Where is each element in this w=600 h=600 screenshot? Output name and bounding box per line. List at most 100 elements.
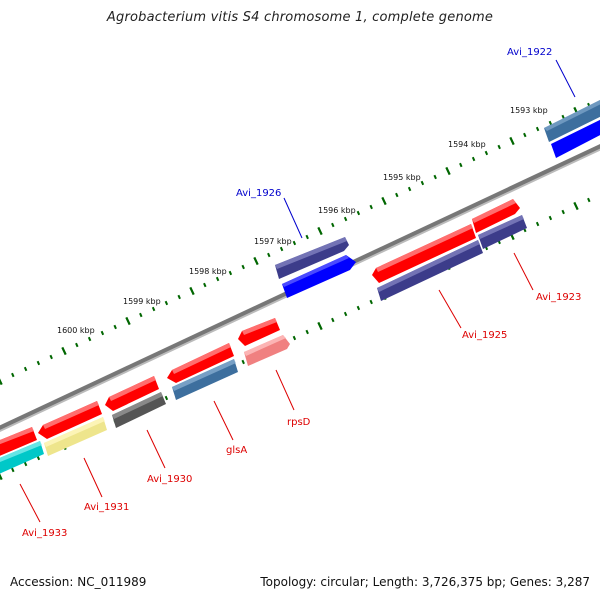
scale-tick xyxy=(497,144,501,150)
gene-label-avi-1933: Avi_1933 xyxy=(22,528,67,539)
gene-label-glsa: glsA xyxy=(226,445,247,456)
gene-label-avi-1930: Avi_1930 xyxy=(147,474,192,485)
gene-avi-1930[interactable] xyxy=(112,392,166,428)
scale-tick xyxy=(164,395,169,401)
scale-tick xyxy=(573,201,579,211)
scale-tick xyxy=(369,299,373,305)
scale-tick xyxy=(61,346,67,356)
scale-tick xyxy=(420,180,425,186)
scale-tick xyxy=(49,354,53,360)
scale-tick xyxy=(356,210,361,216)
gene-label-avi-1925: Avi_1925 xyxy=(462,330,507,341)
genome-summary-text: Topology: circular; Length: 3,726,375 bp… xyxy=(260,575,590,589)
scale-tick xyxy=(535,126,540,132)
gene-labels: Avi_1922 Avi_1926 Avi_1923 Avi_1925 rpsD… xyxy=(22,47,581,539)
label-leaders xyxy=(19,59,576,523)
scale-tick xyxy=(331,222,335,228)
scale-tick xyxy=(253,256,259,266)
scale-tick xyxy=(548,215,553,221)
gene-label-avi-1922: Avi_1922 xyxy=(507,47,552,58)
scale-labels: 1593 kbp 1594 kbp 1595 kbp 1596 kbp 1597… xyxy=(57,106,548,335)
scale-tick xyxy=(317,226,323,236)
scale-tick xyxy=(523,132,527,138)
scale-tick xyxy=(305,329,309,335)
scale-tick xyxy=(75,342,79,348)
gene-avi-1925[interactable] xyxy=(377,240,483,301)
gene-features xyxy=(0,100,600,478)
gene-rpsd[interactable] xyxy=(244,335,290,366)
scale-label: 1593 kbp xyxy=(510,106,548,115)
scale-label: 1594 kbp xyxy=(448,140,486,149)
accession-text: Accession: NC_011989 xyxy=(10,575,147,589)
scale-tick xyxy=(331,317,335,323)
gene-avi-1933-red[interactable] xyxy=(0,427,37,460)
scale-label: 1599 kbp xyxy=(123,297,161,306)
scale-tick xyxy=(433,174,437,180)
gene-label-avi-1931: Avi_1931 xyxy=(84,502,129,513)
scale-tick xyxy=(305,234,309,240)
scale-tick xyxy=(381,196,387,206)
scale-tick xyxy=(317,321,323,331)
scale-tick xyxy=(11,372,15,378)
scale-tick xyxy=(151,306,156,312)
scale-label: 1597 kbp xyxy=(254,237,292,246)
scale-tick xyxy=(36,455,41,461)
scale-tick xyxy=(535,221,540,227)
gene-avi-1923-red[interactable] xyxy=(472,199,520,233)
gene-label-rpsd: rpsD xyxy=(287,417,311,428)
scale-tick xyxy=(369,204,373,210)
scale-tick xyxy=(177,294,181,300)
outer-scale-ticks xyxy=(0,102,591,386)
scale-tick xyxy=(228,270,233,276)
scale-tick xyxy=(241,264,245,270)
scale-tick xyxy=(356,305,361,311)
scale-tick xyxy=(125,316,131,326)
scale-tick xyxy=(11,467,15,473)
scale-tick xyxy=(548,120,553,126)
scale-tick xyxy=(445,166,451,176)
scale-tick xyxy=(279,246,284,252)
scale-tick xyxy=(164,300,169,306)
scale-tick xyxy=(459,162,463,168)
scale-tick xyxy=(471,156,476,162)
scale-label: 1595 kbp xyxy=(383,173,421,182)
scale-tick xyxy=(509,136,515,146)
scale-tick xyxy=(292,240,297,246)
scale-tick xyxy=(23,366,28,372)
scale-tick xyxy=(100,330,105,336)
gene-blue-1922b[interactable] xyxy=(551,115,600,158)
scale-tick xyxy=(113,324,117,330)
scale-tick xyxy=(343,311,348,317)
gene-label-avi-1923: Avi_1923 xyxy=(536,292,581,303)
gene-label-avi-1926: Avi_1926 xyxy=(236,188,281,199)
scale-tick xyxy=(139,312,143,318)
scale-tick xyxy=(215,276,220,282)
scale-label: 1598 kbp xyxy=(189,267,227,276)
gene-blue-1926b[interactable] xyxy=(282,255,356,298)
genome-title: Agrobacterium vitis S4 chromosome 1, com… xyxy=(106,10,494,25)
scale-tick xyxy=(395,192,399,198)
scale-tick xyxy=(189,286,195,296)
scale-tick xyxy=(0,473,3,481)
scale-tick xyxy=(0,378,3,386)
scale-tick xyxy=(292,335,297,341)
scale-tick xyxy=(36,360,41,366)
scale-label: 1600 kbp xyxy=(57,326,95,335)
scale-tick xyxy=(587,197,591,203)
gene-avi-1925-red[interactable] xyxy=(372,224,476,283)
scale-tick xyxy=(23,461,28,467)
scale-tick xyxy=(407,186,412,192)
scale-tick xyxy=(203,282,207,288)
scale-tick xyxy=(343,216,348,222)
scale-tick xyxy=(241,359,245,365)
gene-avi-1923[interactable] xyxy=(478,215,527,249)
scale-tick xyxy=(484,150,489,156)
scale-tick xyxy=(561,209,565,215)
scale-tick xyxy=(87,336,92,342)
scale-tick xyxy=(267,252,271,258)
gene-rpsd-red[interactable] xyxy=(238,318,280,346)
scale-label: 1596 kbp xyxy=(318,206,356,215)
gene-avi-1933[interactable] xyxy=(0,441,44,478)
